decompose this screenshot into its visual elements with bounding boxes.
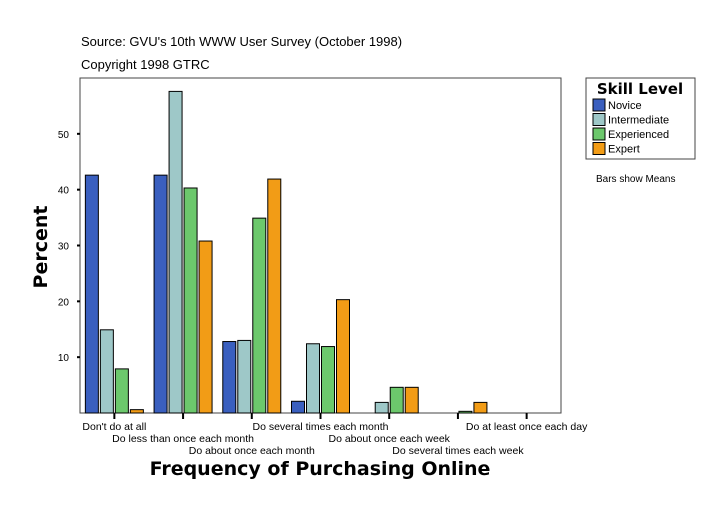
bars-note: Bars show Means xyxy=(596,174,675,185)
bar-novice-1 xyxy=(153,174,168,414)
legend-title: Skill Level xyxy=(597,80,683,98)
legend-swatch-expert xyxy=(592,142,606,155)
bar-intermediate-0 xyxy=(99,329,114,414)
y-tick-label: 40 xyxy=(58,186,70,197)
legend-label-expert: Expert xyxy=(608,144,640,156)
bar-intermediate-4 xyxy=(374,401,389,414)
y-tick-label: 50 xyxy=(58,130,70,141)
bar-novice-2 xyxy=(222,341,237,414)
bar-intermediate-3 xyxy=(306,343,320,414)
source-text: Source: GVU's 10th WWW User Survey (Octo… xyxy=(81,34,402,49)
bar-intermediate-2 xyxy=(237,339,252,414)
bar-experienced-2 xyxy=(252,217,267,414)
legend-label-intermediate: Intermediate xyxy=(608,115,669,127)
bar-experienced-5 xyxy=(458,410,473,414)
bar-experienced-1 xyxy=(183,187,198,414)
legend-swatch-novice xyxy=(592,98,606,112)
legend-label-experienced: Experienced xyxy=(608,129,669,141)
bar-experienced-3 xyxy=(321,346,335,414)
bar-novice-0 xyxy=(84,174,99,414)
bar-experienced-0 xyxy=(114,368,129,414)
bar-expert-0 xyxy=(129,409,144,414)
bar-expert-4 xyxy=(404,386,419,414)
x-tick-label: Do several times each month xyxy=(253,421,389,433)
x-tick-label: Do about once each month xyxy=(189,445,315,457)
y-tick-label: 30 xyxy=(58,242,70,253)
legend-swatch-intermediate xyxy=(592,113,606,126)
x-tick-label: Do several times each week xyxy=(392,445,524,457)
x-tick-label: Don't do at all xyxy=(82,421,146,433)
legend: Skill Level Novice Intermediate Experience… xyxy=(585,77,696,160)
x-axis-title: Frequency of Purchasing Online xyxy=(150,458,491,480)
copyright-text: Copyright 1998 GTRC xyxy=(81,57,210,72)
legend-swatch-experienced xyxy=(592,127,606,141)
bar-expert-2 xyxy=(267,178,282,414)
bar-novice-3 xyxy=(291,400,305,414)
bar-experienced-4 xyxy=(389,386,404,414)
bar-expert-3 xyxy=(336,299,350,414)
bar-expert-1 xyxy=(198,240,213,414)
x-tick-label: Do less than once each month xyxy=(112,433,254,445)
x-tick-label: Do about once each week xyxy=(329,433,451,445)
x-tick-label: Do at least once each day xyxy=(466,421,588,433)
y-tick-label: 20 xyxy=(58,297,70,308)
y-axis-title: Percent xyxy=(30,206,52,289)
plot-area xyxy=(79,77,562,414)
bar-expert-5 xyxy=(473,401,488,414)
y-tick-label: 10 xyxy=(58,353,70,364)
bar-intermediate-1 xyxy=(168,90,183,414)
legend-label-novice: Novice xyxy=(608,100,642,112)
